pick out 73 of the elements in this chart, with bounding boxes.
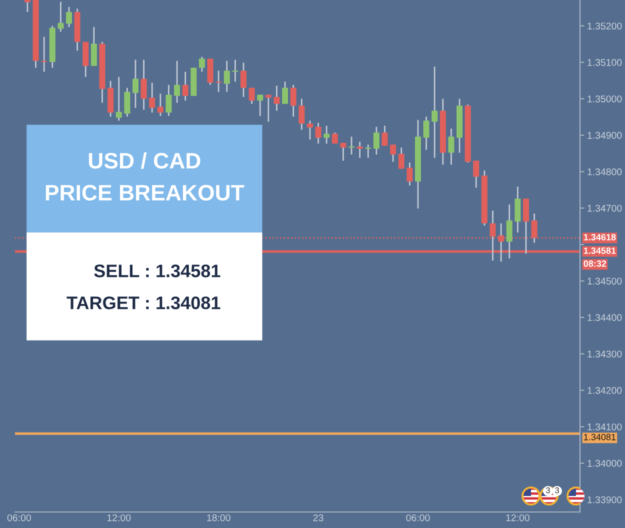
candlestick	[232, 59, 238, 82]
candlestick	[398, 146, 404, 170]
y-tick-label: 1.34500	[588, 278, 622, 285]
candlestick	[116, 76, 122, 122]
ref-line-label: 1.34081	[584, 434, 616, 440]
ref-line-label: 1.34581	[584, 247, 616, 254]
candlestick	[41, 36, 48, 72]
candlestick	[315, 122, 322, 144]
x-tick-label: 06:00	[406, 514, 430, 522]
candlestick	[306, 120, 313, 140]
candlestick	[224, 60, 230, 93]
candlestick	[390, 144, 396, 162]
text: 08:32	[584, 260, 606, 267]
candlestick	[365, 144, 372, 158]
text: PRICE BREAKOUT	[46, 184, 244, 201]
candlestick	[149, 82, 156, 114]
candlestick	[66, 6, 72, 28]
candlestick	[166, 84, 172, 117]
candlestick	[382, 125, 388, 146]
candlestick	[514, 186, 521, 234]
candlestick	[423, 116, 430, 150]
y-tick-label: 1.34700	[588, 204, 622, 212]
y-tick-label: 1.34300	[588, 350, 622, 358]
candlestick	[157, 92, 164, 117]
y-tick-label: 1.34800	[588, 168, 622, 176]
candlestick	[274, 84, 280, 112]
candlestick	[90, 26, 97, 67]
candlestick	[124, 87, 130, 118]
candlestick	[240, 62, 246, 98]
ref-line-label: 1.34618	[584, 234, 616, 240]
candlestick	[182, 71, 188, 102]
text: USD / CAD	[88, 152, 200, 169]
candlestick	[348, 136, 354, 156]
candlestick	[373, 126, 380, 156]
candlestick	[448, 128, 454, 166]
candlestick	[265, 94, 272, 122]
y-tick-label: 1.35200	[588, 22, 622, 30]
annotation: SELL : 1.34581	[94, 264, 220, 278]
y-tick-label: 1.33900	[588, 496, 622, 504]
candlestick	[473, 160, 480, 188]
x-tick-label: 23	[313, 514, 324, 522]
annotation: TARGET : 1.34081	[66, 296, 220, 310]
x-tick-label: 12:00	[107, 514, 131, 522]
candlestick	[248, 87, 255, 105]
candlestick	[174, 60, 180, 104]
candlestick	[340, 142, 346, 162]
candlestick	[24, 0, 30, 13]
candlestick	[198, 56, 205, 72]
y-tick-label: 1.34000	[588, 460, 622, 467]
candlestick	[406, 162, 413, 186]
y-tick-label: 1.34200	[588, 387, 622, 394]
y-tick-label: 1.35000	[588, 95, 622, 102]
candlestick	[432, 66, 438, 158]
y-tick-label: 1.34400	[588, 314, 622, 322]
candlestick	[298, 98, 305, 130]
candlestick	[132, 59, 138, 109]
y-tick-label: 1.35100	[588, 59, 622, 66]
y-tick-label: 1.34100	[588, 423, 622, 430]
annotation: 3	[555, 487, 559, 494]
candlestick	[282, 80, 288, 105]
candlestick	[140, 59, 147, 110]
candlestick	[290, 84, 296, 118]
x-tick-label: 12:00	[506, 514, 530, 522]
candlestick	[58, 1, 64, 32]
y-tick-label: 1.34900	[588, 132, 622, 139]
candlestick	[216, 70, 222, 93]
candlestick	[356, 141, 363, 158]
candlestick	[506, 204, 512, 260]
annotation: 3	[546, 487, 550, 494]
x-tick-label: 06:00	[7, 514, 31, 522]
candlestick	[257, 94, 264, 117]
candlestick	[324, 125, 330, 144]
x-tick-label: 18:00	[207, 514, 230, 522]
